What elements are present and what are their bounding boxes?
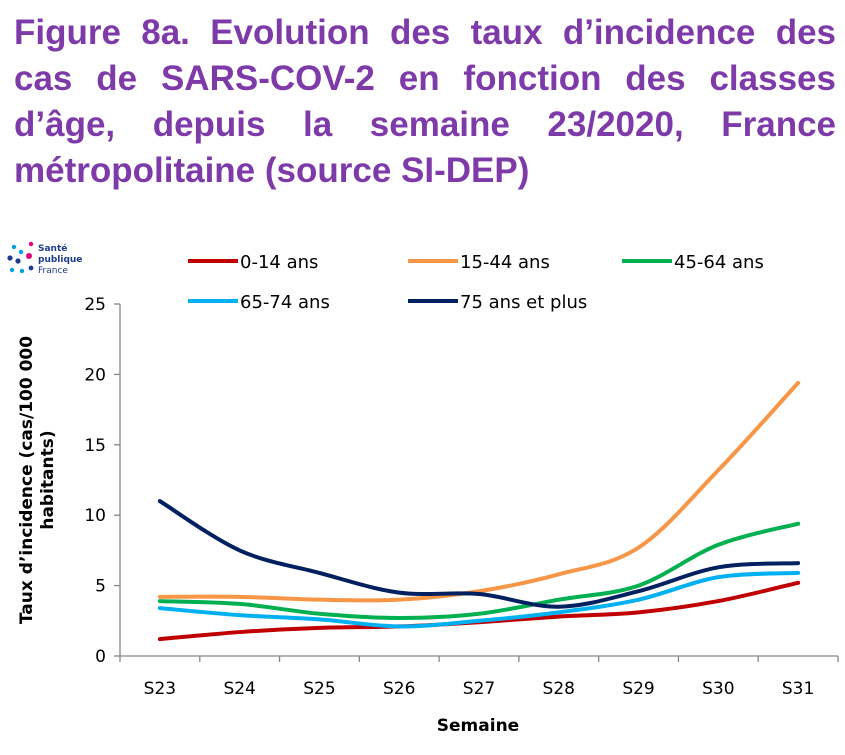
y-axis-title-line1: Taux d’incidence (cas/100 000 bbox=[17, 336, 37, 624]
x-tick-label: S24 bbox=[223, 679, 255, 699]
legend: 0-14 ans 15-44 ans 45-64 ans 65-74 ans 75 an… bbox=[188, 252, 764, 313]
legend-label-0: 0-14 ans bbox=[240, 252, 318, 273]
x-tick-label: S28 bbox=[543, 679, 575, 699]
logo-text-line1: Santé bbox=[38, 243, 67, 254]
logo-text-line2: publique bbox=[38, 255, 82, 265]
x-axis-title: Semaine bbox=[437, 716, 519, 736]
x-tick-label: S27 bbox=[463, 679, 495, 699]
y-tick-label: 0 bbox=[95, 647, 106, 667]
y-axis-title-line2: habitants) bbox=[38, 430, 58, 529]
x-tick-label: S31 bbox=[782, 679, 814, 699]
x-tick-label: S23 bbox=[144, 679, 176, 699]
series-line-1 bbox=[157, 380, 801, 603]
x-tick-label: S30 bbox=[702, 679, 734, 699]
series-line-2 bbox=[157, 521, 801, 620]
x-tick-label: S29 bbox=[622, 679, 654, 699]
y-tick-label: 10 bbox=[84, 506, 106, 526]
series-line-4 bbox=[157, 499, 801, 609]
series-line-3 bbox=[157, 570, 801, 629]
sante-publique-france-logo: Santé publique France bbox=[7, 241, 82, 276]
x-axis-ticks: S23 S24 S25 S26 S27 S28 S29 S30 S31 bbox=[119, 656, 839, 699]
x-tick-label: S26 bbox=[383, 679, 415, 699]
y-tick-label: 5 bbox=[95, 577, 106, 597]
logo-text-line3: France bbox=[38, 266, 68, 276]
legend-label-2: 45-64 ans bbox=[674, 252, 764, 273]
figure-title: Figure 8a. Evolution des taux d’incidenc… bbox=[14, 13, 836, 190]
legend-label-4: 75 ans et plus bbox=[460, 292, 587, 313]
y-tick-label: 25 bbox=[84, 295, 106, 315]
legend-label-1: 15-44 ans bbox=[460, 252, 550, 273]
y-axis-ticks: 0 5 10 15 20 25 bbox=[84, 295, 120, 667]
y-tick-label: 15 bbox=[84, 436, 106, 456]
legend-label-3: 65-74 ans bbox=[240, 292, 330, 313]
series-lines bbox=[157, 380, 801, 642]
y-tick-label: 20 bbox=[84, 365, 106, 385]
x-tick-label: S25 bbox=[303, 679, 335, 699]
